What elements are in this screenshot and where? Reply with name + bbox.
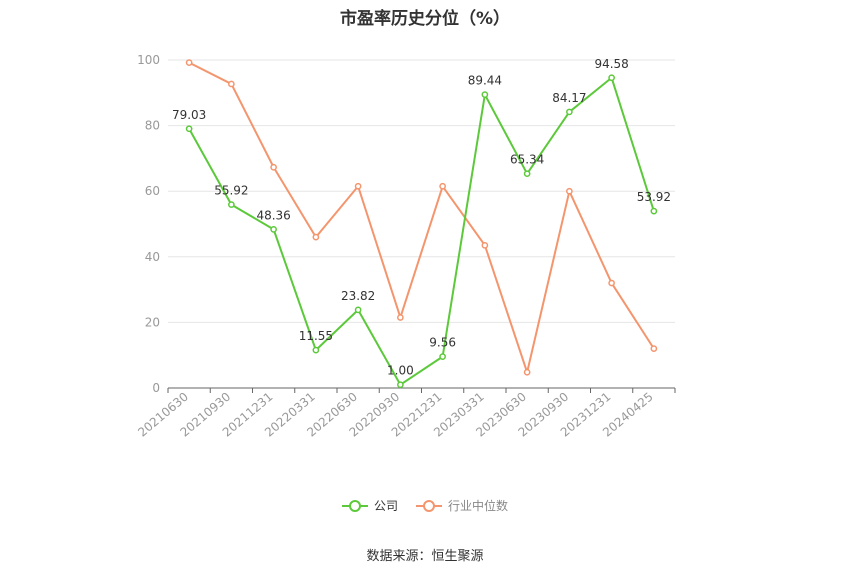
grid-layer — [168, 59, 675, 323]
series-line-company — [188, 76, 655, 386]
data-point-company — [523, 170, 531, 178]
data-point-industry — [481, 241, 489, 249]
data-label: 94.58 — [594, 57, 628, 71]
data-point-industry — [608, 279, 615, 287]
data-label: 65.34 — [510, 153, 544, 167]
y-tick-label: 0 — [152, 381, 160, 395]
data-point-industry — [312, 233, 320, 241]
legend-item-company[interactable]: 公司 — [341, 497, 398, 514]
data-point-industry — [270, 163, 277, 171]
series-layer — [185, 59, 658, 389]
data-point-industry — [185, 59, 193, 66]
y-tick-label: 60 — [145, 184, 160, 198]
data-point-company — [397, 381, 404, 389]
data-point-industry — [523, 368, 531, 376]
legend: 公司 行业中位数 — [0, 497, 850, 514]
data-label-layer: 79.03 55.92 48.36 11.55 23.82 1.00 9.56 89.44 65… — [172, 57, 671, 378]
data-point-company — [312, 346, 320, 354]
data-point-company — [270, 226, 277, 233]
y-tick-label: 20 — [145, 315, 160, 329]
chart-title: 市盈率历史分位（%） — [339, 9, 511, 29]
legend-item-industry[interactable]: 行业中位数 — [416, 497, 508, 514]
data-point-company — [354, 306, 362, 314]
data-label: 48.36 — [256, 208, 290, 222]
data-label: 9.56 — [429, 336, 456, 350]
data-point-company — [439, 353, 446, 360]
data-point-company — [608, 74, 615, 82]
data-point-industry — [354, 182, 362, 190]
legend-industry-marker-icon — [416, 499, 442, 512]
data-label: 79.03 — [172, 108, 206, 122]
data-point-company — [228, 201, 235, 208]
y-tick-label: 40 — [145, 250, 160, 264]
data-label: 11.55 — [299, 329, 333, 343]
data-point-company — [185, 125, 193, 133]
data-point-industry — [228, 80, 235, 88]
data-label: 55.92 — [214, 184, 248, 198]
data-label: 53.92 — [637, 190, 671, 204]
source-note: 数据来源：恒生聚源 — [366, 549, 484, 564]
data-label: 23.82 — [341, 289, 375, 303]
legend-company-marker-icon — [341, 499, 368, 512]
data-label: 84.17 — [552, 91, 586, 105]
data-label: 1.00 — [387, 364, 414, 378]
series-line-industry — [188, 61, 655, 374]
data-point-company — [481, 91, 489, 98]
data-point-industry — [397, 314, 404, 321]
data-point-industry — [650, 345, 658, 352]
data-label: 89.44 — [468, 74, 502, 88]
data-point-company — [566, 108, 573, 116]
legend-label-industry: 行业中位数 — [448, 499, 509, 513]
data-point-company — [650, 207, 658, 215]
data-point-industry — [439, 182, 446, 190]
data-point-industry — [566, 187, 573, 195]
legend-label-company: 公司 — [373, 499, 398, 513]
y-tick-label: 100 — [137, 53, 160, 67]
y-tick-label: 80 — [145, 119, 160, 133]
